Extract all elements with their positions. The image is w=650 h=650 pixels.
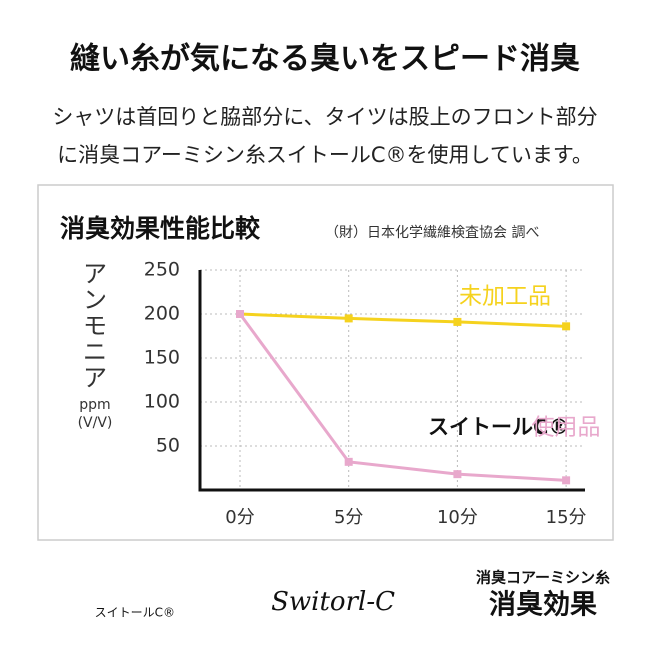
point	[453, 470, 462, 479]
brand-script: Switorl-C	[271, 587, 395, 617]
chart-subtitle: （財）日本化学繊維検査協会 調べ	[325, 225, 539, 241]
point	[562, 476, 571, 485]
brand-small: スイトールC®	[95, 606, 175, 620]
x-tick-label: 15分	[546, 507, 587, 528]
headline: 縫い糸が気になる臭いをスピード消臭	[70, 42, 580, 77]
x-tick-label: 0分	[225, 507, 254, 528]
body-line: シャツは首回りと脇部分に、タイツは股上のフロント部分	[52, 105, 597, 129]
point	[453, 317, 462, 326]
y-label: ア	[83, 260, 107, 288]
effect: 消臭効果	[489, 589, 597, 621]
y-unit: ppm	[79, 397, 110, 413]
point	[236, 310, 244, 318]
y-label: ン	[83, 286, 107, 314]
series-line	[239, 312, 567, 328]
body-line: に消臭コアーミシン糸スイトールC®を使用しています。	[57, 143, 593, 167]
y-unit: (V/V)	[78, 415, 113, 431]
point	[344, 457, 353, 466]
axis	[198, 270, 585, 492]
y-label: ア	[83, 364, 107, 392]
chart-title: 消臭効果性能比較	[60, 214, 261, 243]
legend-label: 未加工品	[459, 284, 551, 310]
y-label: モ	[83, 312, 107, 340]
x-tick-label: 10分	[437, 507, 478, 528]
y-tick-label: 100	[144, 391, 180, 413]
y-tick-label: 250	[144, 259, 180, 281]
point	[562, 322, 571, 331]
y-tick-label: 150	[144, 347, 180, 369]
chart-frame	[37, 184, 614, 541]
y-tick-label: 200	[144, 303, 180, 325]
x-tick-label: 5分	[334, 507, 363, 528]
y-tick-label: 50	[156, 435, 180, 457]
point	[344, 314, 353, 323]
annotation: スイトールC®	[428, 415, 569, 439]
product-name: 消臭コアーミシン糸	[476, 569, 610, 587]
series-line	[238, 313, 567, 482]
legend-label: 使用品	[532, 415, 601, 441]
y-label: ニ	[83, 338, 107, 366]
